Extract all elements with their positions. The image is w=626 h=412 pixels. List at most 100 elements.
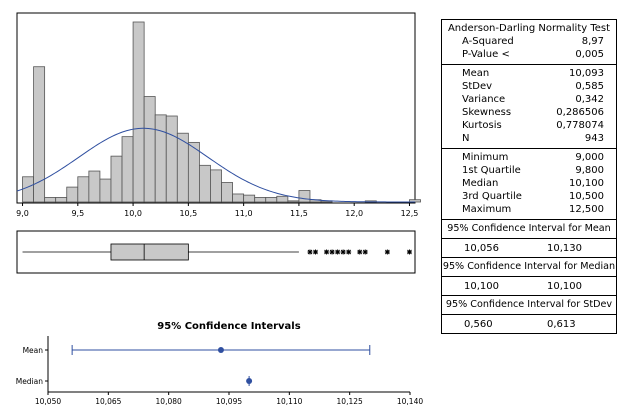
- stat-value: 943: [584, 133, 604, 144]
- histogram-bar: [210, 169, 222, 203]
- boxplot-outlier-mark: [307, 249, 313, 255]
- boxplot-box: [110, 243, 189, 261]
- histogram-bar: [298, 190, 311, 203]
- histogram-x-tick-label: 9,0: [16, 209, 29, 218]
- ci-stdev-values: 0,560 0,613: [442, 315, 616, 333]
- ci-x-tick-label: 10,065: [95, 397, 121, 406]
- stat-value: 0,342: [575, 94, 604, 105]
- moments-section: Mean 10,093 StDev 0,585 Variance 0,342 Skew…: [442, 65, 616, 149]
- stat-row: Mean 10,093: [442, 67, 616, 80]
- boxplot-outlier-mark: [324, 249, 329, 255]
- histogram-x-tick-label: 11,5: [290, 209, 308, 218]
- histogram-bar: [276, 195, 289, 203]
- boxplot-outlier-mark: [385, 249, 390, 255]
- ci-stdev-title: 95% Confidence Interval for StDev: [445, 299, 613, 310]
- stat-label: P-Value <: [462, 49, 510, 60]
- histogram-x-tick-label: 12,5: [401, 209, 419, 218]
- histogram-bar: [154, 114, 167, 203]
- stat-value: 10,500: [569, 191, 604, 202]
- histogram-bar: [55, 197, 68, 203]
- histogram-bar: [99, 178, 112, 203]
- histogram-chart: 9,0 9,5 10,0 10,5 11,0 11,5 12,0 12,5: [16, 12, 421, 218]
- stat-row: Kurtosis 0,778074: [442, 119, 616, 132]
- normality-test-section: Anderson-Darling Normality Test A-Square…: [442, 20, 616, 65]
- confidence-interval-chart: 95% Confidence Intervals Mean Median 10,050…: [16, 321, 424, 406]
- ci-mean-values: 10,056 10,130: [442, 239, 616, 258]
- stat-value: 0,778074: [556, 120, 604, 131]
- ci-mean-low: 10,056: [464, 243, 499, 254]
- boxplot-outlier-mark: [357, 249, 363, 255]
- boxplot-chart: [16, 230, 416, 274]
- stat-value: 8,97: [581, 36, 604, 47]
- boxplot-outlier-mark: [340, 249, 346, 255]
- stat-value: 0,286506: [556, 107, 604, 118]
- stat-row: A-Squared 8,97: [442, 35, 616, 48]
- stat-row: Minimum 9,000: [442, 151, 616, 164]
- ci-x-tick-label: 10,080: [156, 397, 182, 406]
- stat-row: 3rd Quartile 10,500: [442, 190, 616, 203]
- ci-x-tick-label: 10,125: [337, 397, 363, 406]
- histogram-bar: [33, 66, 46, 203]
- ci-x-tick-label: 10,050: [35, 397, 61, 406]
- stat-value: 9,800: [575, 165, 604, 176]
- stat-row: Skewness 0,286506: [442, 106, 616, 119]
- ci-x-tick-label: 10,110: [276, 397, 302, 406]
- normal-fit-curve: [16, 127, 415, 203]
- stat-label: Skewness: [462, 107, 512, 118]
- histogram-x-tick-label: 9,5: [71, 209, 84, 218]
- stat-label: 3rd Quartile: [462, 191, 522, 202]
- ci-mean-high: 10,130: [547, 243, 582, 254]
- boxplot-outlier-mark: [313, 249, 318, 255]
- ci-median-title: 95% Confidence Interval for Median: [442, 261, 616, 272]
- stat-row: StDev 0,585: [442, 80, 616, 93]
- stat-label: Minimum: [462, 152, 509, 163]
- boxplot-outlier-mark: [346, 249, 352, 255]
- histogram-x-tick-label: 10,5: [179, 209, 197, 218]
- stat-label: 1st Quartile: [462, 165, 521, 176]
- stat-label: Kurtosis: [462, 120, 502, 131]
- ci-row-label: Median: [16, 377, 44, 386]
- stat-value: 0,585: [575, 81, 604, 92]
- stat-row: 1st Quartile 9,800: [442, 164, 616, 177]
- stat-row: Median 10,100: [442, 177, 616, 190]
- stat-label: Variance: [462, 94, 506, 105]
- stat-label: Mean: [462, 68, 490, 79]
- stat-row: P-Value < 0,005: [442, 48, 616, 61]
- stat-label: StDev: [462, 81, 493, 92]
- ci-mean-section: 95% Confidence Interval for Mean: [442, 220, 616, 239]
- ci-x-tick-label: 10,140: [397, 397, 423, 406]
- stat-row: Variance 0,342: [442, 93, 616, 106]
- confidence-interval-title: 95% Confidence Intervals: [157, 321, 300, 332]
- stat-value: 10,100: [569, 178, 604, 189]
- histogram-x-tick-label: 10,0: [124, 209, 142, 218]
- summary-stats-panel: Anderson-Darling Normality Test A-Square…: [441, 19, 617, 334]
- histogram-bar: [165, 115, 178, 203]
- boxplot-outlier-mark: [335, 249, 340, 255]
- histogram-bar: [121, 136, 134, 203]
- histogram-x-tick-label: 11,0: [235, 209, 253, 218]
- ci-x-tick-label: 10,095: [216, 397, 242, 406]
- histogram-bar: [66, 186, 79, 203]
- ci-median-section: 95% Confidence Interval for Median: [442, 258, 616, 277]
- ci-stdev-low: 0,560: [464, 319, 493, 330]
- ci-median-low: 10,100: [464, 281, 499, 292]
- histogram-bar: [265, 197, 278, 203]
- histogram-bar: [254, 197, 267, 203]
- histogram-x-tick-label: 12,0: [345, 209, 363, 218]
- stat-label: Median: [462, 178, 499, 189]
- histogram-bar: [287, 200, 300, 203]
- histogram-bar: [110, 155, 123, 203]
- histogram-bar: [44, 197, 57, 203]
- ci-mean-title: 95% Confidence Interval for Mean: [447, 223, 611, 234]
- ci-median-values: 10,100 10,100: [442, 277, 616, 296]
- stat-label: Maximum: [462, 204, 512, 215]
- histogram-bar: [243, 194, 256, 203]
- histogram-bar: [232, 193, 245, 203]
- histogram-bar: [132, 21, 145, 203]
- ci-estimate-point: [217, 347, 224, 353]
- ci-stdev-high: 0,613: [547, 319, 576, 330]
- ci-estimate-point: [246, 378, 253, 384]
- boxplot-outlier-mark: [362, 249, 368, 255]
- histogram-bar: [221, 182, 233, 203]
- histogram-bar: [77, 176, 90, 203]
